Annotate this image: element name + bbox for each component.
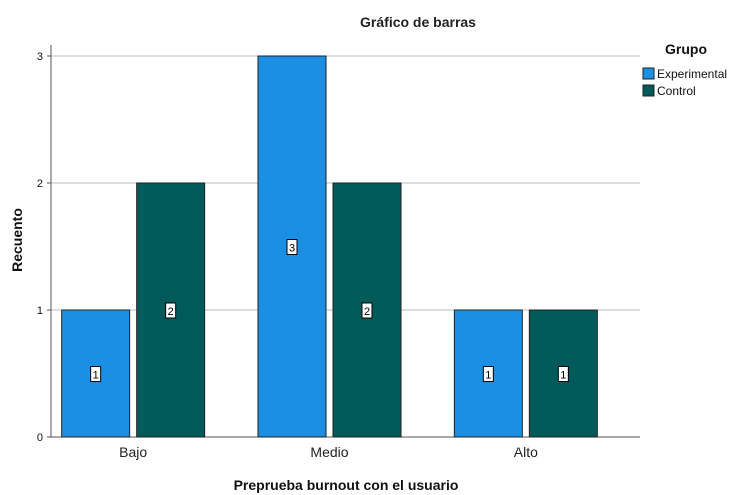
legend-swatch: [642, 84, 655, 97]
y-axis-title: Recuento: [9, 208, 25, 272]
data-label-box: [165, 302, 177, 319]
data-label-box: [286, 239, 298, 255]
y-axis-ticks: 0 1 2 3: [37, 51, 51, 444]
y-tick-label: 1: [37, 305, 43, 317]
data-label-box: [90, 366, 102, 382]
x-category-label: Alto: [514, 444, 538, 460]
legend-items: Experimental Control: [642, 67, 727, 98]
x-axis-title: Preprueba burnout con el usuario: [234, 477, 459, 493]
chart-title: Gráfico de barras: [360, 14, 476, 30]
data-label: 3: [289, 243, 295, 255]
plot-area: 0 1 2 3 1 2 3 2 1 1 Bajo Medio Alto: [37, 45, 640, 460]
data-label: 1: [485, 370, 491, 382]
x-category-label: Bajo: [119, 444, 147, 460]
legend-swatch: [642, 67, 655, 80]
bars: [61, 55, 598, 438]
legend: Grupo Experimental Control: [642, 41, 727, 98]
legend-label: Control: [657, 84, 696, 98]
data-labels: 1 2 3 2 1 1: [90, 239, 569, 382]
data-label: 2: [168, 306, 174, 318]
bar: [453, 309, 523, 438]
data-label-box: [557, 366, 569, 382]
data-label: 1: [93, 370, 99, 382]
x-axis-categories: Bajo Medio Alto: [119, 444, 538, 460]
data-label: 2: [364, 306, 370, 318]
x-category-label: Medio: [310, 444, 348, 460]
data-label-box: [361, 302, 373, 319]
y-tick-label: 2: [37, 178, 43, 190]
bar: [61, 309, 131, 438]
data-label: 1: [560, 370, 566, 382]
legend-label: Experimental: [657, 67, 727, 81]
y-tick-label: 0: [37, 432, 43, 444]
legend-title: Grupo: [665, 41, 707, 57]
y-tick-label: 3: [37, 51, 43, 63]
data-label-box: [482, 366, 494, 382]
